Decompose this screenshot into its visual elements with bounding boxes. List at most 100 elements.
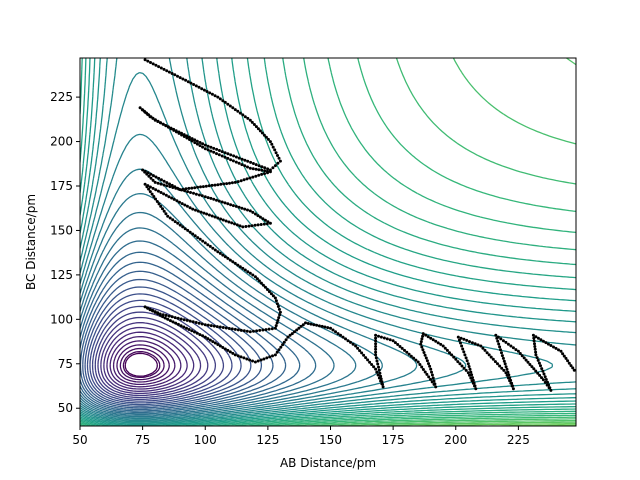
trajectory-point [268,355,272,359]
y-tick-label: 175 [50,179,73,193]
contour-line [80,240,317,414]
contour-line [80,251,301,412]
trajectory-point [167,125,170,129]
trajectory-point [208,244,212,248]
trajectory-point [263,166,267,170]
y-tick-label: 150 [50,223,73,237]
x-tick-label: 50 [72,433,87,447]
trajectory-point [508,376,512,380]
contour-line [80,58,576,426]
trajectory-point [180,188,184,192]
trajectory-point [248,209,252,213]
trajectory-point [209,145,213,149]
trajectory-point [491,357,495,361]
trajectory-point [159,121,163,125]
trajectory-point [257,164,261,168]
trajectory-point [223,201,227,205]
trajectory-point [393,341,397,345]
trajectory-point [200,87,204,91]
trajectory-point [256,214,260,218]
trajectory-point [201,334,205,338]
trajectory-point [260,172,264,176]
trajectory-point [509,378,513,382]
trajectory-point [540,367,544,371]
trajectory-point [248,176,252,180]
trajectory-point [489,355,493,359]
trajectory-point [334,330,337,334]
trajectory-point [273,164,277,168]
trajectory-point [501,356,505,360]
trajectory-point [533,342,536,346]
trajectory-point [168,216,172,220]
trajectory-point [161,315,165,319]
trajectory-point [237,161,241,165]
trajectory-point [500,351,503,355]
trajectory-point [267,290,271,294]
x-tick-label: 100 [194,433,217,447]
trajectory-point [179,324,183,328]
trajectory-point [541,339,545,343]
trajectory-point [236,180,240,184]
trajectory-point [541,378,545,382]
trajectory-point [177,187,181,191]
trajectory-point [425,372,429,376]
trajectory-point [511,387,515,391]
trajectory-point [215,147,219,151]
trajectory-point [481,346,485,350]
trajectory-point [176,74,179,78]
trajectory-point [431,338,435,342]
trajectory-point [197,193,201,197]
trajectory-point [184,78,188,82]
trajectory-point [375,370,379,374]
trajectory-point [260,165,264,169]
trajectory-point [239,328,243,332]
trajectory-point [462,350,466,354]
trajectory-point [464,356,468,360]
trajectory-point [215,198,218,202]
trajectory-point [226,102,230,106]
trajectory-point [416,360,420,364]
trajectory-point [244,225,248,228]
trajectory-point [164,193,168,197]
trajectory-point [157,65,161,69]
trajectory-point [166,214,170,218]
trajectory-point [204,184,208,188]
trajectory-point [168,319,172,323]
trajectory-point [205,212,209,216]
contour-line [112,340,176,386]
trajectory-point [231,204,235,208]
trajectory-point [461,347,465,351]
trajectory-point [213,248,217,252]
trajectory-point [274,324,278,328]
trajectory-point [256,223,260,227]
trajectory-point [219,182,223,186]
trajectory-point [282,340,286,344]
contour-line [116,344,170,383]
trajectory-point [148,115,152,119]
trajectory-point [206,323,210,327]
trajectory-point [172,128,176,132]
trajectory-point [381,385,385,389]
trajectory-point [538,373,542,377]
trajectory-point [230,327,234,331]
trajectory-point [217,153,221,157]
trajectory-point [518,352,522,355]
trajectory-point [323,325,327,329]
trajectory-point [198,237,202,241]
trajectory-point [385,337,389,341]
trajectory-point [190,139,194,143]
trajectory-point [241,266,245,270]
trajectory-point [277,156,281,160]
trajectory-point [258,129,262,133]
trajectory-point [269,292,273,296]
trajectory-point [159,191,163,194]
trajectory-point [260,131,264,135]
trajectory-point [405,350,409,354]
trajectory-point [514,348,518,352]
trajectory-point [441,344,445,348]
trajectory-point [268,170,272,174]
trajectory-point [297,326,301,330]
trajectory-point [473,342,477,346]
trajectory-point [221,218,225,222]
trajectory-point [188,319,192,323]
